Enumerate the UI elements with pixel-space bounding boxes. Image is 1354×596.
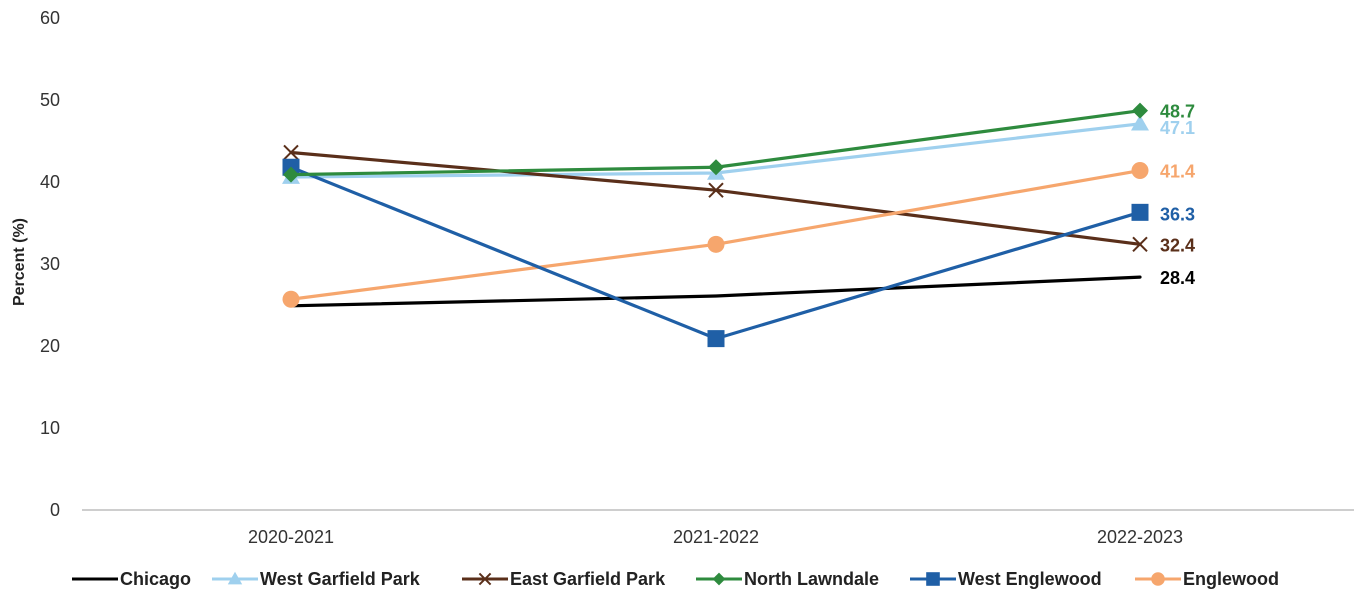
x-marker-stroke — [283, 144, 299, 161]
legend-label: Englewood — [1183, 569, 1279, 589]
square-marker — [1131, 203, 1149, 221]
data-label-englewood: 41.4 — [1160, 162, 1195, 182]
y-axis-ticks: 0 10 20 30 40 50 60 — [40, 8, 60, 520]
y-tick-label: 10 — [40, 418, 60, 438]
circle-marker — [1151, 572, 1165, 586]
circle-marker — [707, 235, 725, 253]
square-marker — [707, 330, 725, 348]
x-marker — [283, 144, 299, 161]
data-label-chicago: 28.4 — [1160, 268, 1195, 288]
y-tick-label: 40 — [40, 172, 60, 192]
y-tick-label: 50 — [40, 90, 60, 110]
x-marker-stroke — [1132, 236, 1148, 253]
x-tick-label: 2020-2021 — [248, 527, 334, 547]
x-tick-label: 2021-2022 — [673, 527, 759, 547]
legend: Chicago West Garfield Park East Garfield P… — [72, 569, 1279, 589]
legend-item-englewood: Englewood — [1135, 569, 1279, 589]
x-marker — [1132, 236, 1148, 253]
series-east-garfield-park: 32.4 — [283, 144, 1195, 255]
y-axis-title: Percent (%) — [11, 218, 28, 306]
y-tick-label: 60 — [40, 8, 60, 28]
diamond-marker — [712, 572, 726, 586]
legend-label: East Garfield Park — [510, 569, 666, 589]
data-label-west-garfield-park: 47.1 — [1160, 118, 1195, 138]
x-marker — [478, 572, 492, 586]
circle-marker — [282, 290, 300, 308]
circle-marker — [1131, 162, 1149, 180]
x-marker-stroke — [708, 182, 724, 198]
diamond-marker — [708, 159, 724, 176]
series-layer: 28.4 47.1 32.4 41.4 36.3 48.7 — [282, 102, 1195, 348]
legend-item-chicago: Chicago — [72, 569, 191, 589]
y-tick-label: 30 — [40, 254, 60, 274]
series-west-englewood: 36.3 — [282, 158, 1195, 348]
y-tick-label: 0 — [50, 500, 60, 520]
data-label-north-lawndale: 48.7 — [1160, 102, 1195, 122]
data-label-west-englewood: 36.3 — [1160, 204, 1195, 224]
data-label-east-garfield-park: 32.4 — [1160, 235, 1195, 255]
legend-label: Chicago — [120, 569, 191, 589]
series-chicago: 28.4 — [289, 268, 1195, 308]
legend-label: West Garfield Park — [260, 569, 421, 589]
triangle-marker — [227, 571, 243, 585]
x-marker — [708, 182, 724, 198]
x-tick-label: 2022-2023 — [1097, 527, 1183, 547]
series-englewood: 41.4 — [282, 162, 1195, 308]
triangle-marker — [1131, 114, 1149, 131]
legend-item-west-englewood: West Englewood — [910, 569, 1102, 589]
series-north-lawndale: 48.7 — [283, 102, 1195, 183]
x-axis-ticks: 2020-2021 2021-2022 2022-2023 — [248, 527, 1183, 547]
legend-item-west-garfield-park: West Garfield Park — [212, 569, 421, 589]
x-marker-stroke — [478, 572, 492, 586]
diamond-marker — [1132, 102, 1148, 119]
series-line-chicago — [289, 275, 1142, 308]
legend-label: North Lawndale — [744, 569, 879, 589]
legend-item-east-garfield-park: East Garfield Park — [462, 569, 666, 589]
diamond-marker — [283, 166, 299, 183]
legend-item-north-lawndale: North Lawndale — [696, 569, 879, 589]
legend-label: West Englewood — [958, 569, 1102, 589]
y-tick-label: 20 — [40, 336, 60, 356]
square-marker — [926, 572, 940, 586]
